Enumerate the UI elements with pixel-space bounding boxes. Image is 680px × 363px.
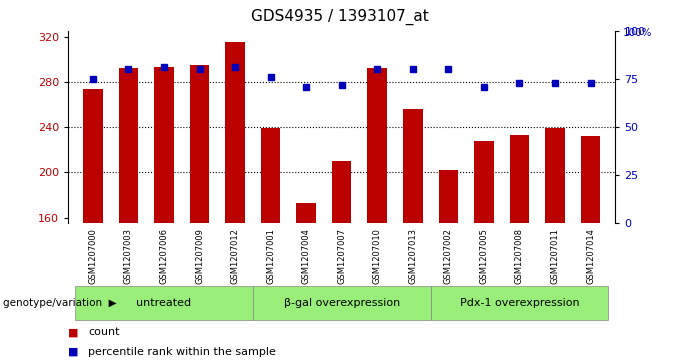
- Text: GSM1207011: GSM1207011: [551, 228, 560, 284]
- Bar: [509, 135, 529, 363]
- Text: GSM1207010: GSM1207010: [373, 228, 381, 284]
- Text: GSM1207012: GSM1207012: [231, 228, 239, 284]
- FancyBboxPatch shape: [430, 286, 609, 320]
- Text: untreated: untreated: [137, 298, 192, 308]
- FancyBboxPatch shape: [75, 286, 253, 320]
- Text: GSM1207001: GSM1207001: [266, 228, 275, 284]
- Text: GSM1207007: GSM1207007: [337, 228, 346, 284]
- FancyBboxPatch shape: [253, 286, 430, 320]
- Bar: [190, 65, 209, 363]
- Text: GSM1207004: GSM1207004: [302, 228, 311, 284]
- Text: GSM1207000: GSM1207000: [88, 228, 97, 284]
- Text: GSM1207008: GSM1207008: [515, 228, 524, 284]
- Text: GSM1207002: GSM1207002: [444, 228, 453, 284]
- Text: GSM1207006: GSM1207006: [160, 228, 169, 284]
- Bar: [367, 68, 387, 363]
- Bar: [296, 203, 316, 363]
- Text: β-gal overexpression: β-gal overexpression: [284, 298, 400, 308]
- Text: percentile rank within the sample: percentile rank within the sample: [88, 347, 276, 357]
- Bar: [545, 128, 565, 363]
- Text: GSM1207003: GSM1207003: [124, 228, 133, 284]
- Bar: [439, 170, 458, 363]
- Bar: [118, 68, 138, 363]
- Bar: [332, 161, 352, 363]
- Text: 100%: 100%: [622, 28, 652, 38]
- Text: GDS4935 / 1393107_at: GDS4935 / 1393107_at: [251, 9, 429, 25]
- Bar: [261, 128, 280, 363]
- Bar: [154, 67, 174, 363]
- Text: GSM1207013: GSM1207013: [408, 228, 418, 284]
- Text: count: count: [88, 327, 120, 337]
- Text: ■: ■: [68, 347, 78, 357]
- Bar: [474, 140, 494, 363]
- Text: GSM1207005: GSM1207005: [479, 228, 488, 284]
- Text: genotype/variation  ▶: genotype/variation ▶: [3, 298, 117, 308]
- Text: ■: ■: [68, 327, 78, 337]
- Text: GSM1207014: GSM1207014: [586, 228, 595, 284]
- Text: GSM1207009: GSM1207009: [195, 228, 204, 284]
- Bar: [83, 89, 103, 363]
- Bar: [581, 136, 600, 363]
- Bar: [403, 109, 422, 363]
- Bar: [225, 42, 245, 363]
- Text: Pdx-1 overexpression: Pdx-1 overexpression: [460, 298, 579, 308]
